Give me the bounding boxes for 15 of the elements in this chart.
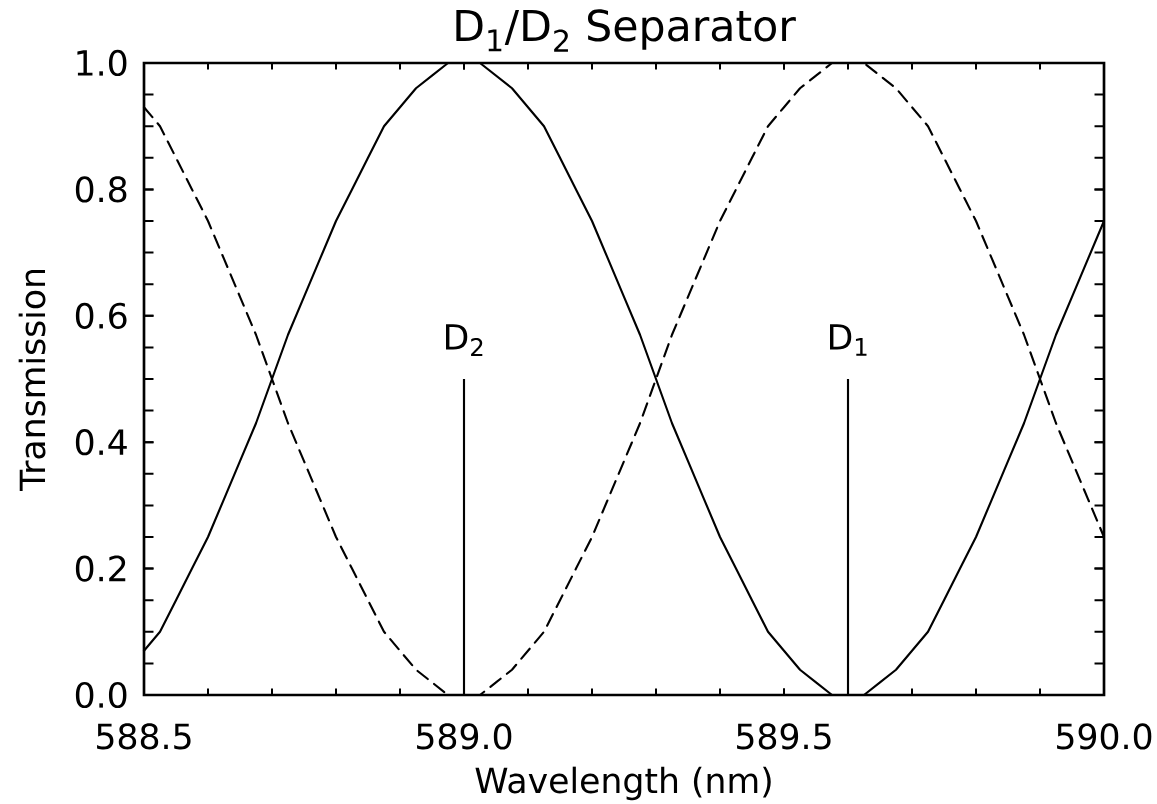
x-axis-title: Wavelength (nm) — [475, 766, 771, 801]
y-tick-label: 0.8 — [75, 176, 127, 203]
x-tick-label: 589.0 — [417, 723, 512, 750]
x-tick-label: 590.0 — [1057, 723, 1152, 750]
annotation: D$_{2}$ — [446, 324, 483, 357]
y-tick-label: 0.0 — [75, 681, 127, 709]
y-tick-label: 0.2 — [75, 555, 126, 582]
x-tick-label: 589.5 — [737, 723, 831, 750]
y-axis-title: Transmission — [18, 269, 46, 492]
y-tick-label: 1.0 — [77, 49, 127, 77]
y-tick-label: 0.4 — [75, 429, 127, 456]
y-tick-label: 0.6 — [75, 302, 127, 329]
annotation: D$_{1}$ — [830, 324, 867, 356]
chart-title: D$_{1}$/D$_{2}$ Separator — [456, 9, 796, 52]
x-tick-label: 588.5 — [97, 723, 191, 750]
